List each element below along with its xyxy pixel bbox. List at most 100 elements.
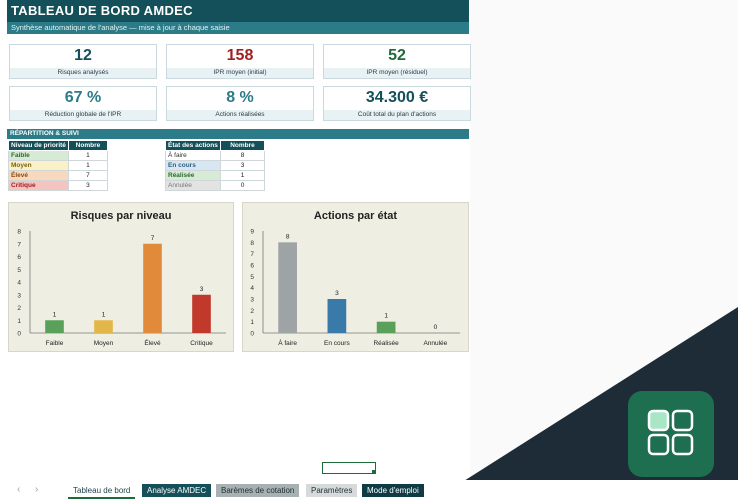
data-label: 1 xyxy=(53,311,57,318)
action-state-count[interactable]: 8 xyxy=(220,150,265,161)
data-label: 0 xyxy=(434,324,438,331)
kpi-label: IPR moyen (résiduel) xyxy=(324,68,470,78)
x-tick-label: Réalisée xyxy=(373,340,399,347)
y-tick-label: 8 xyxy=(250,240,254,247)
table-row[interactable]: Élevé 7 xyxy=(8,170,109,181)
table-row[interactable]: En cours 3 xyxy=(165,160,265,171)
kpi-card[interactable]: 8 % Actions réalisées xyxy=(166,86,314,121)
data-label: 7 xyxy=(151,235,155,242)
y-tick-label: 6 xyxy=(250,263,254,270)
y-tick-label: 3 xyxy=(17,292,21,299)
priority-label[interactable]: Élevé xyxy=(8,170,69,181)
kpi-label: Coût total du plan d'actions xyxy=(324,110,470,120)
section-title: RÉPARTITION & SUIVI xyxy=(10,130,79,137)
tab-analyse-amdec[interactable]: Analyse AMDEC xyxy=(142,484,212,497)
kpi-value: 8 % xyxy=(226,89,254,106)
chart-svg: 0 1 2 3 4 5 6 7 8 9 8 À faire 3 En cours 1 Réalisée 0 Ann… xyxy=(250,229,460,347)
x-tick-label: En cours xyxy=(324,340,350,347)
kpi-card[interactable]: 158 IPR moyen (initial) xyxy=(166,44,314,79)
tab-baremes-de-cotation[interactable]: Barèmes de cotation xyxy=(216,484,300,497)
bar xyxy=(376,321,396,333)
table-row[interactable]: Moyen 1 xyxy=(8,160,109,171)
kpi-value: 12 xyxy=(74,47,92,64)
action-state-label[interactable]: Réalisée xyxy=(165,170,221,181)
section-bar xyxy=(7,129,469,139)
y-tick-label: 6 xyxy=(17,254,21,261)
kpi-label: Actions réalisées xyxy=(167,110,313,120)
data-label: 1 xyxy=(102,311,106,318)
priority-label[interactable]: Critique xyxy=(8,180,69,191)
y-tick-label: 7 xyxy=(250,251,254,258)
table-row[interactable]: Critique 3 xyxy=(8,180,109,191)
fill-handle[interactable] xyxy=(372,470,376,474)
y-tick-label: 0 xyxy=(250,331,254,338)
kpi-value: 34.300 € xyxy=(365,89,429,106)
kpi-label: Réduction globale de l'IPR xyxy=(10,110,156,120)
y-tick-label: 3 xyxy=(250,297,254,304)
bar xyxy=(45,320,64,333)
bar xyxy=(278,242,297,333)
table-row[interactable]: À faire 8 xyxy=(165,150,265,161)
grid-apps-icon[interactable] xyxy=(628,391,714,477)
chart-title: Risques par niveau xyxy=(70,210,172,222)
kpi-card[interactable]: 34.300 € Coût total du plan d'actions xyxy=(323,86,471,121)
next-sheet-icon[interactable]: › xyxy=(35,484,39,495)
action-state-count[interactable]: 1 xyxy=(220,170,265,181)
kpi-value: 158 xyxy=(226,47,254,64)
x-tick-label: Annulée xyxy=(423,340,447,347)
y-tick-label: 8 xyxy=(17,229,21,236)
tab-tableau-de-bord[interactable]: Tableau de bord xyxy=(68,484,136,499)
action-state-label[interactable]: En cours xyxy=(165,160,221,171)
priority-count[interactable]: 3 xyxy=(67,180,109,191)
chart-risques-par-niveau[interactable]: Risques par niveau 0 1 2 3 4 5 6 7 8 1 Faible 1 Moye… xyxy=(8,202,234,352)
priority-count[interactable]: 1 xyxy=(67,160,109,171)
priority-label[interactable]: Moyen xyxy=(8,160,69,171)
subtitle-bar xyxy=(7,22,469,34)
bar xyxy=(327,299,347,333)
priority-count[interactable]: 7 xyxy=(67,170,109,181)
y-tick-label: 7 xyxy=(17,241,21,248)
y-tick-label: 1 xyxy=(250,319,254,326)
action-state-count[interactable]: 0 xyxy=(220,180,265,191)
prev-sheet-icon[interactable]: ‹ xyxy=(17,484,21,495)
priority-label[interactable]: Faible xyxy=(8,150,69,161)
table-row[interactable]: Réalisée 1 xyxy=(165,170,265,181)
kpi-card[interactable]: 12 Risques analysés xyxy=(9,44,157,79)
table-header: Nombre xyxy=(67,140,109,151)
table-row[interactable]: Faible 1 xyxy=(8,150,109,161)
y-tick-label: 4 xyxy=(17,280,21,287)
chart-actions-par-etat[interactable]: Actions par état 0 1 2 3 4 5 6 7 8 9 8 À faire 3 En c… xyxy=(242,202,469,352)
action-state-label[interactable]: Annulée xyxy=(165,180,221,191)
priority-table: Niveau de priorité Nombre Faible 1 Moyen… xyxy=(8,140,109,191)
y-tick-label: 0 xyxy=(17,331,21,338)
action-state-count[interactable]: 3 xyxy=(220,160,265,171)
x-tick-label: Élevé xyxy=(144,338,161,347)
bar xyxy=(143,243,162,333)
tab-mode-d-emploi[interactable]: Mode d'emploi xyxy=(362,484,424,497)
kpi-value: 52 xyxy=(388,47,406,64)
dashboard-title: TABLEAU DE BORD AMDEC xyxy=(11,3,193,18)
y-tick-label: 9 xyxy=(250,229,254,236)
x-tick-label: À faire xyxy=(278,338,297,347)
tab-parametres[interactable]: Paramètres xyxy=(306,484,358,497)
data-label: 8 xyxy=(286,233,290,240)
priority-count[interactable]: 1 xyxy=(67,150,109,161)
kpi-card[interactable]: 52 IPR moyen (résiduel) xyxy=(323,44,471,79)
kpi-card[interactable]: 67 % Réduction globale de l'IPR xyxy=(9,86,157,121)
data-label: 3 xyxy=(200,286,204,293)
bar xyxy=(94,320,113,333)
table-row[interactable]: Annulée 0 xyxy=(165,180,265,191)
kpi-label: IPR moyen (initial) xyxy=(167,68,313,78)
grid-apps-glyph xyxy=(647,409,694,456)
chart-svg: 0 1 2 3 4 5 6 7 8 1 Faible 1 Moyen 7 Élevé 3 Critique xyxy=(17,229,226,347)
x-tick-label: Moyen xyxy=(94,340,114,347)
actions-table: État des actions Nombre À faire 8 En cou… xyxy=(165,140,265,191)
y-tick-label: 5 xyxy=(17,267,21,274)
table-header: Nombre xyxy=(220,140,265,151)
selected-cell[interactable] xyxy=(322,462,376,474)
action-state-label[interactable]: À faire xyxy=(165,150,221,161)
dashboard-subtitle: Synthèse automatique de l'analyse — mise… xyxy=(11,23,230,32)
y-tick-label: 2 xyxy=(250,308,254,315)
dashboard-header xyxy=(7,0,469,22)
y-tick-label: 5 xyxy=(250,274,254,281)
